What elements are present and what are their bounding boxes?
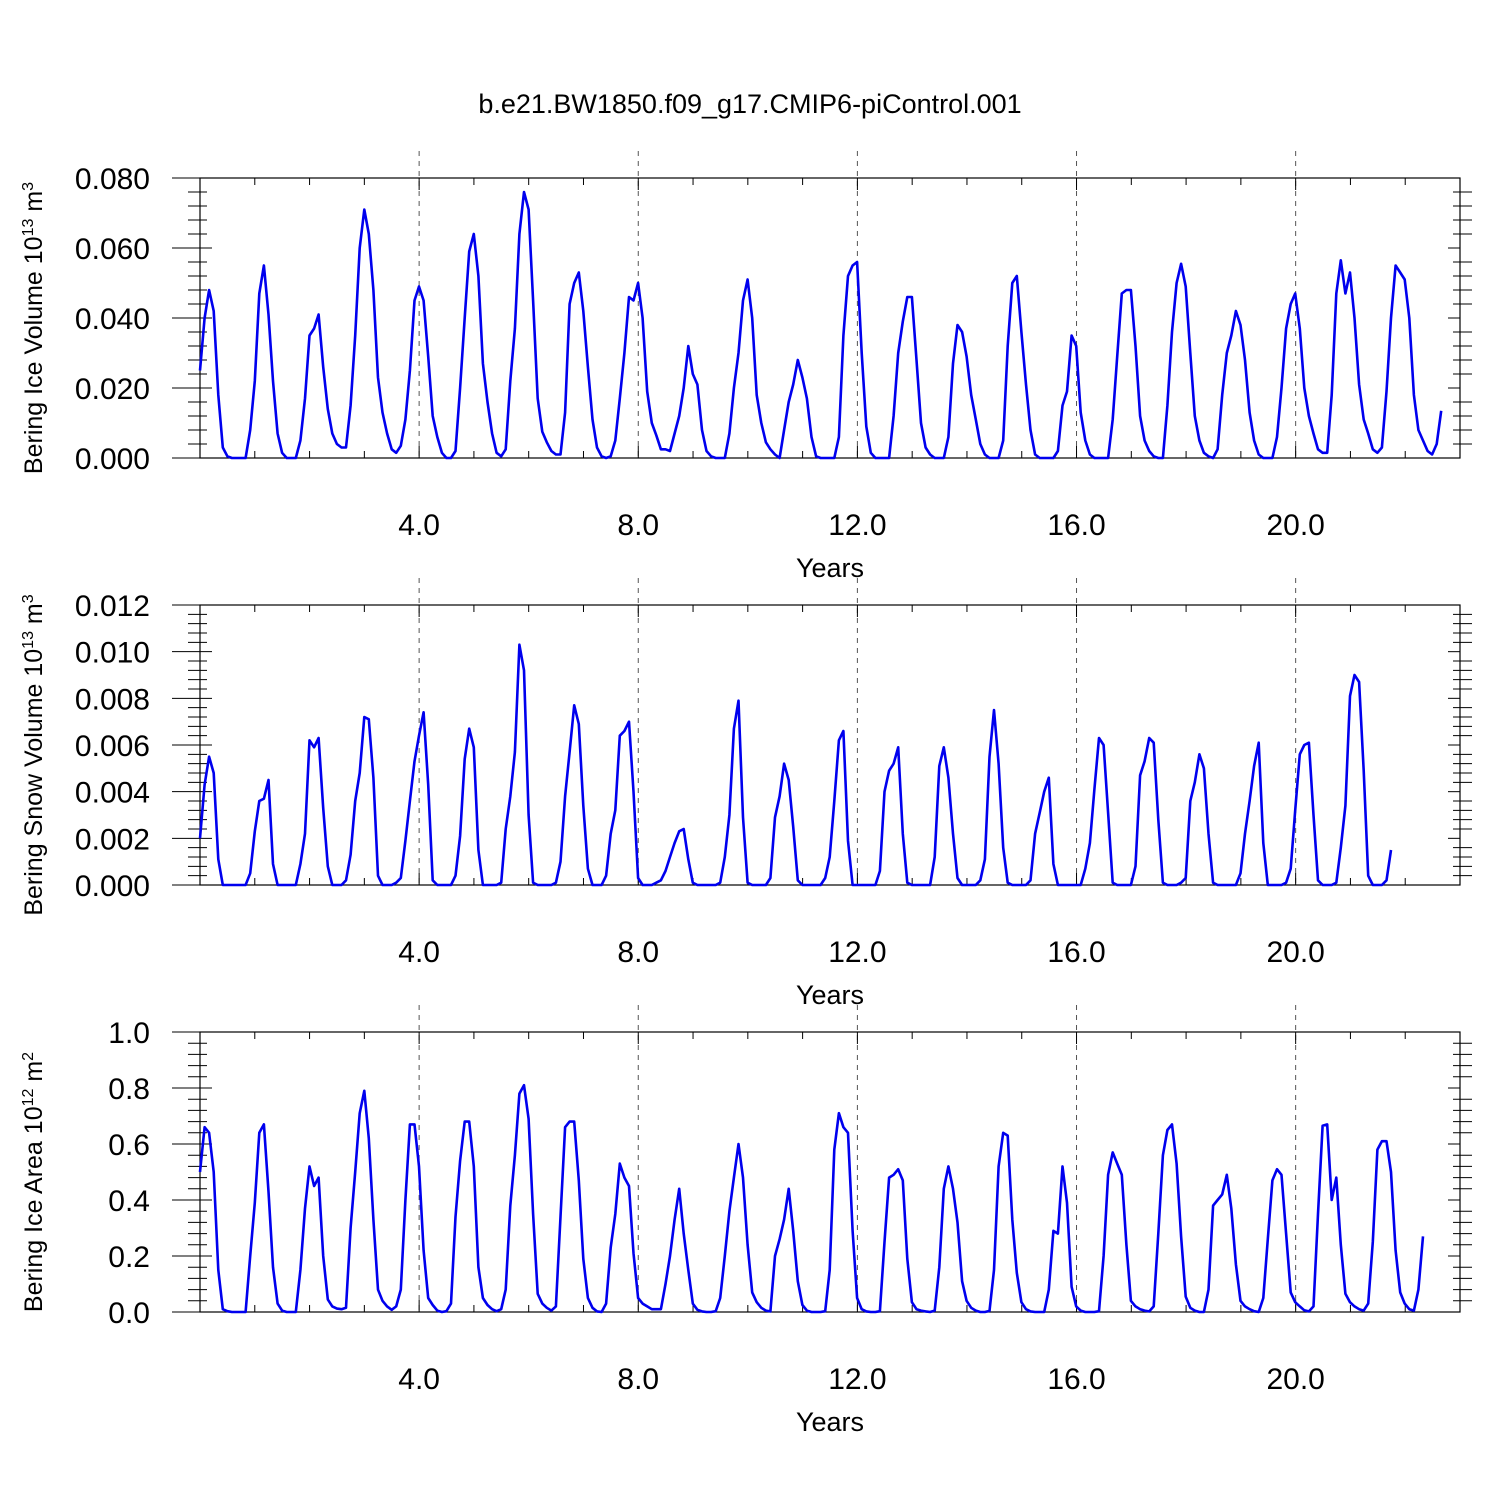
- y-axis-label: Bering Ice Area 1012 m2: [20, 1052, 48, 1312]
- y-axis-label-text: m: [20, 1061, 48, 1089]
- y-tick-label: 0.020: [75, 373, 150, 406]
- x-tick-label: 4.0: [398, 1363, 440, 1396]
- y-axis-label-text: m: [20, 603, 48, 631]
- x-tick-label: 20.0: [1266, 509, 1324, 542]
- y-tick-label: 0.060: [75, 233, 150, 266]
- y-axis-label-superscript: 13: [20, 219, 37, 237]
- y-tick-label: 0.002: [75, 823, 150, 856]
- y-tick-label: 0.8: [108, 1073, 150, 1106]
- y-tick-label: 0.008: [75, 683, 150, 716]
- y-axis-label-superscript: 2: [20, 1052, 37, 1061]
- x-tick-label: 8.0: [617, 936, 659, 969]
- y-tick-label: 0.2: [108, 1241, 150, 1274]
- y-tick-label: 0.004: [75, 777, 150, 810]
- x-tick-label: 20.0: [1266, 1363, 1324, 1396]
- x-tick-label: 8.0: [617, 509, 659, 542]
- x-axis-label: Years: [796, 1407, 864, 1437]
- x-tick-label: 4.0: [398, 936, 440, 969]
- plot-frame: [199, 177, 1461, 459]
- y-tick-label: 0.006: [75, 730, 150, 763]
- y-tick-label: 0.4: [108, 1185, 150, 1218]
- panel-3: 4.0 8.0 12.0 16.0 20.0 0.0 0.2 0.4 0.6 0.8 1.0 Year…: [20, 1005, 1472, 1437]
- x-tick-label: 8.0: [617, 1363, 659, 1396]
- x-tick-label: 12.0: [828, 1363, 886, 1396]
- x-tick-label: 12.0: [828, 936, 886, 969]
- y-axis-label: Bering Ice Volume 1013 m3: [20, 182, 48, 474]
- panel-1: 4.0 8.0 12.0 16.0 20.0 0.000 0.020 0.040 0.060 0.…: [20, 151, 1472, 583]
- y-tick-label: 0.0: [108, 1297, 150, 1330]
- x-tick-label: 12.0: [828, 509, 886, 542]
- x-tick-label: 16.0: [1047, 936, 1105, 969]
- y-tick-label: 0.6: [108, 1129, 150, 1162]
- x-tick-label: 16.0: [1047, 509, 1105, 542]
- y-axis-label-superscript: 3: [20, 182, 37, 191]
- x-axis-label: Years: [796, 553, 864, 583]
- x-tick-label: 16.0: [1047, 1363, 1105, 1396]
- x-tick-label: 20.0: [1266, 936, 1324, 969]
- y-axis-label-text: Bering Ice Area 10: [20, 1106, 48, 1312]
- y-axis-label-superscript: 3: [20, 594, 37, 603]
- figure-title: b.e21.BW1850.f09_g17.CMIP6-piControl.001: [478, 89, 1021, 119]
- y-tick-label: 0.080: [75, 163, 150, 196]
- y-axis-label-text: Bering Snow Volume 10: [20, 649, 48, 916]
- y-tick-label: 0.012: [75, 590, 150, 623]
- series-line: [198, 643, 1393, 887]
- x-axis-label: Years: [796, 980, 864, 1010]
- y-axis-label-superscript: 13: [20, 631, 37, 649]
- y-tick-label: 0.000: [75, 870, 150, 903]
- y-axis-label: Bering Snow Volume 1013 m3: [20, 594, 48, 915]
- y-tick-label: 0.040: [75, 303, 150, 336]
- x-tick-label: 4.0: [398, 509, 440, 542]
- y-axis-label-text: Bering Ice Volume 10: [20, 236, 48, 474]
- y-tick-label: 0.010: [75, 637, 150, 670]
- y-axis-label-text: m: [20, 191, 48, 219]
- y-axis-label-superscript: 12: [20, 1088, 37, 1106]
- series-line: [198, 1083, 1425, 1314]
- y-tick-label: 0.000: [75, 443, 150, 476]
- y-tick-label: 1.0: [108, 1017, 150, 1050]
- panel-2: 4.0 8.0 12.0 16.0 20.0 0.000 0.002 0.004 0.006 0.…: [20, 578, 1472, 1010]
- series-line: [198, 190, 1443, 460]
